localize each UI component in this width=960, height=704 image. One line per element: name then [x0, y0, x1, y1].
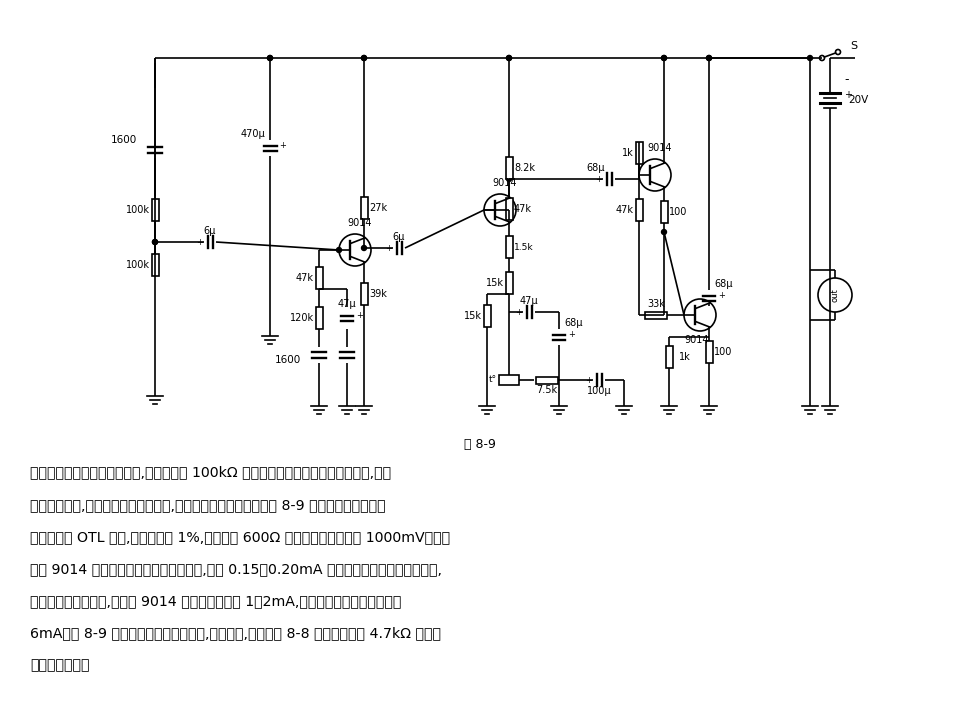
Text: 15k: 15k	[464, 311, 482, 321]
Text: 27k: 27k	[369, 203, 387, 213]
Circle shape	[661, 56, 666, 61]
Circle shape	[661, 230, 666, 234]
Text: 1600: 1600	[110, 135, 137, 145]
Bar	[665, 346, 673, 368]
Text: 33k: 33k	[647, 299, 665, 309]
Text: 放大状态的 OTL 电路,失真度小于 1%,当负载为 600Ω 时的输出电压能超过 1000mV。第一: 放大状态的 OTL 电路,失真度小于 1%,当负载为 600Ω 时的输出电压能超…	[30, 530, 450, 544]
Text: +: +	[568, 330, 575, 339]
Text: 1600: 1600	[275, 355, 301, 365]
Text: 6μ: 6μ	[393, 232, 405, 242]
Bar	[316, 307, 323, 329]
Text: 7.5k: 7.5k	[537, 385, 558, 395]
Circle shape	[337, 248, 342, 253]
Text: 47μ: 47μ	[338, 299, 356, 309]
Circle shape	[362, 56, 367, 61]
Text: +: +	[279, 141, 286, 150]
Text: 9014: 9014	[684, 335, 709, 345]
Bar	[636, 199, 642, 221]
Text: +: +	[197, 238, 204, 247]
Circle shape	[707, 56, 711, 61]
Text: 级的 9014 有意把工作点的电流选得小些,约在 0.15～0.20mA 之间。以获得较高的输入阻抗,: 级的 9014 有意把工作点的电流选得小些,约在 0.15～0.20mA 之间。…	[30, 562, 442, 576]
Text: t°: t°	[489, 375, 497, 384]
Text: 15k: 15k	[486, 278, 504, 288]
Text: 39k: 39k	[369, 289, 387, 299]
Text: 47k: 47k	[296, 273, 314, 283]
Text: 20V: 20V	[848, 95, 868, 105]
Bar	[660, 201, 667, 223]
Text: 100: 100	[669, 207, 687, 217]
Circle shape	[507, 177, 512, 182]
Bar	[506, 157, 513, 179]
Circle shape	[153, 239, 157, 244]
Text: 1k: 1k	[622, 148, 634, 158]
Text: 47μ: 47μ	[519, 296, 539, 306]
Text: 用线性电位器,这个电路只要焊接无误,几乎毋需调整就能工作。图 8-9 的末级是工作在甲类: 用线性电位器,这个电路只要焊接无误,几乎毋需调整就能工作。图 8-9 的末级是工…	[30, 498, 386, 512]
Text: 100k: 100k	[126, 260, 150, 270]
Bar	[152, 254, 158, 276]
Bar	[499, 375, 519, 385]
Circle shape	[268, 56, 273, 61]
Circle shape	[268, 56, 273, 61]
Text: 47k: 47k	[616, 205, 634, 215]
Circle shape	[807, 56, 812, 61]
Text: 9014: 9014	[348, 218, 372, 228]
Text: 100: 100	[714, 347, 732, 357]
Text: 120k: 120k	[290, 313, 314, 323]
Text: 器接在输出端。: 器接在输出端。	[30, 658, 89, 672]
Text: 47k: 47k	[514, 204, 532, 214]
Text: 9014: 9014	[648, 143, 672, 153]
Circle shape	[661, 56, 666, 61]
Bar	[506, 198, 513, 220]
Text: 68μ: 68μ	[714, 279, 732, 289]
Text: +: +	[516, 308, 522, 317]
Text: 6μ: 6μ	[204, 226, 216, 236]
Circle shape	[362, 56, 367, 61]
Text: -: -	[844, 73, 849, 87]
Bar	[645, 311, 667, 318]
Circle shape	[362, 246, 367, 251]
Text: +: +	[356, 311, 363, 320]
Text: S: S	[850, 41, 857, 51]
Text: 图 8-9: 图 8-9	[464, 439, 496, 451]
Circle shape	[707, 56, 711, 61]
Text: 1k: 1k	[679, 352, 691, 362]
Text: +: +	[844, 90, 852, 100]
Text: +: +	[386, 244, 393, 253]
Text: +: +	[595, 175, 603, 184]
Bar	[636, 142, 642, 164]
Circle shape	[153, 239, 157, 244]
Text: 470μ: 470μ	[240, 129, 265, 139]
Text: 9014: 9014	[492, 178, 517, 188]
Circle shape	[507, 208, 512, 213]
Text: 8.2k: 8.2k	[514, 163, 535, 173]
Text: 适应选频电路的需要,第二级 9014 的集电极电流为 1～2mA,末级推挽管的集电极电流为: 适应选频电路的需要,第二级 9014 的集电极电流为 1～2mA,末级推挽管的集…	[30, 594, 401, 608]
Bar	[506, 272, 513, 294]
Text: 100k: 100k	[126, 205, 150, 215]
Text: +: +	[586, 376, 592, 385]
Bar	[361, 283, 368, 305]
Text: 68μ: 68μ	[564, 318, 583, 328]
Bar	[506, 236, 513, 258]
Text: out: out	[830, 288, 839, 302]
Circle shape	[507, 56, 512, 61]
Circle shape	[507, 56, 512, 61]
Text: 1.5k: 1.5k	[514, 242, 534, 251]
Text: 100μ: 100μ	[587, 386, 612, 396]
Text: 68μ: 68μ	[587, 163, 605, 173]
Bar	[361, 197, 368, 219]
Bar	[152, 199, 158, 221]
Bar	[706, 341, 712, 363]
Bar	[316, 267, 323, 289]
Bar	[536, 377, 558, 384]
Text: 是简单的阻容耦合两级放大器,右端的一只 100kΩ 电位器是用来调节信号输出电平的,宜选: 是简单的阻容耦合两级放大器,右端的一只 100kΩ 电位器是用来调节信号输出电平…	[30, 465, 391, 479]
Text: 6mA。图 8-9 末级输出电平控制电位器,如有需要,可仿照图 8-8 的样子用一只 4.7kΩ 的电位: 6mA。图 8-9 末级输出电平控制电位器,如有需要,可仿照图 8-8 的样子用…	[30, 626, 441, 640]
Text: +: +	[718, 291, 725, 300]
Bar	[484, 305, 491, 327]
